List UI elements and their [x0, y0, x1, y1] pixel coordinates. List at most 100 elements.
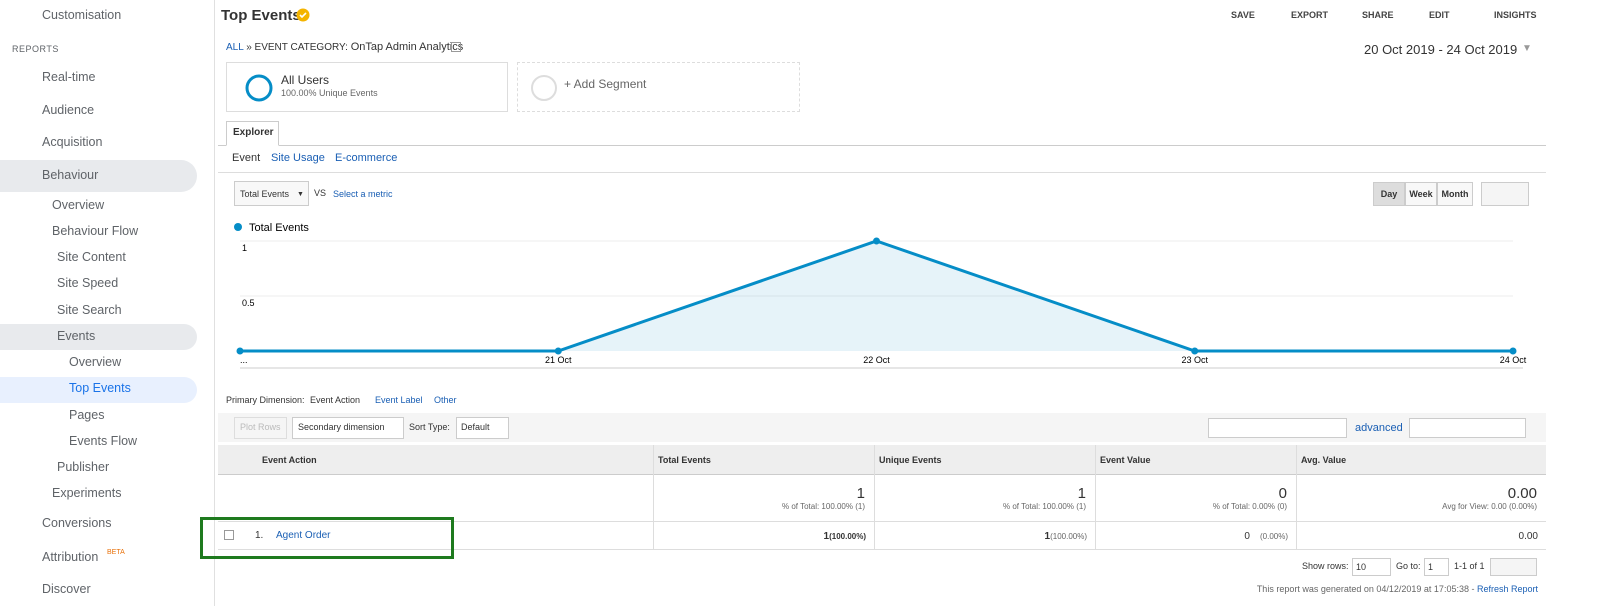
nav-item[interactable]: Experiments — [52, 486, 122, 500]
nav-item[interactable]: Discover — [42, 582, 91, 596]
nav-item[interactable]: Behaviour Flow — [52, 224, 139, 238]
totals-row — [218, 475, 1546, 522]
nav-item[interactable]: Customisation — [42, 8, 122, 22]
action-button[interactable]: EXPORT — [1291, 10, 1329, 20]
granularity-button[interactable] — [1437, 182, 1473, 206]
search[interactable] — [1208, 418, 1347, 438]
sidebar — [0, 0, 215, 606]
metric-select[interactable] — [234, 181, 309, 206]
x-tick-label: 23 Oct — [1181, 355, 1208, 365]
subtab[interactable]: Event — [232, 152, 261, 164]
divider — [218, 172, 1546, 173]
total-value: 0.00 — [1507, 485, 1537, 502]
view-buttons[interactable] — [1409, 418, 1526, 438]
divider — [218, 145, 1546, 146]
granularity-label: Month — [1441, 189, 1469, 199]
nav-item[interactable]: Audience — [42, 103, 95, 117]
plot-rows: Plot Rows — [240, 422, 281, 432]
subtab[interactable]: Site Usage — [271, 152, 325, 164]
show-rows-label: Show rows: — [1302, 561, 1349, 571]
caret: ▼ — [1522, 43, 1532, 54]
nav-item[interactable]: Events Flow — [69, 434, 138, 448]
breadcrumb-label: EVENT CATEGORY: — [254, 42, 348, 53]
pager[interactable] — [1490, 558, 1537, 576]
legend-label: Total Events — [249, 222, 309, 234]
point — [554, 347, 562, 355]
cell-percent: (0.00%) — [1259, 532, 1288, 541]
verified-icon — [296, 8, 310, 22]
granularity-label: Week — [1409, 189, 1433, 199]
breadcrumb-link[interactable]: ALL — [226, 42, 244, 53]
chart-type-buttons[interactable] — [1481, 182, 1529, 206]
checkbox[interactable] — [224, 530, 234, 540]
y-tick-label: 0.5 — [242, 298, 255, 308]
column-header[interactable]: Event Action — [262, 455, 317, 465]
cell-value: 1 — [1044, 531, 1051, 542]
dimension-option[interactable]: Event Label — [375, 395, 423, 405]
refresh-link[interactable]: Refresh Report — [1476, 584, 1538, 594]
sort-value: Default — [461, 422, 490, 432]
nav-item[interactable]: Site Speed — [57, 276, 119, 290]
action-button[interactable]: EDIT — [1429, 10, 1450, 20]
date-range[interactable]: 20 Oct 2019 - 24 Oct 2019 — [1364, 42, 1518, 57]
point — [1191, 347, 1199, 355]
add-segment-label: + Add Segment — [564, 77, 647, 91]
select[interactable] — [1352, 558, 1391, 576]
cell: 1(100.00%) — [874, 532, 1087, 542]
nav-item[interactable]: Conversions — [42, 516, 112, 530]
nav-item[interactable]: Acquisition — [42, 135, 103, 149]
nav-item[interactable]: Real-time — [42, 70, 96, 84]
column-header[interactable]: Total Events — [658, 455, 711, 465]
select[interactable] — [456, 417, 509, 439]
dimension-option[interactable]: Other — [434, 395, 457, 405]
tab-label: Explorer — [233, 127, 274, 138]
sort-label: Sort Type: — [409, 422, 450, 432]
segment-name: All Users — [281, 73, 330, 87]
nav-item[interactable]: Attribution — [42, 550, 99, 564]
column-header[interactable]: Event Value — [1100, 455, 1151, 465]
total-value: 1 — [1077, 485, 1086, 502]
x-tick-label: 22 Oct — [863, 355, 890, 365]
select-metric[interactable]: Select a metric — [333, 189, 393, 199]
nav-item[interactable]: Site Content — [57, 250, 126, 264]
advanced-link[interactable]: advanced — [1355, 422, 1403, 434]
granularity-button[interactable] — [1405, 182, 1437, 206]
nav-item[interactable]: Overview — [52, 198, 105, 212]
nav-item[interactable]: Publisher — [57, 460, 110, 474]
total-value: 0 — [1278, 485, 1287, 502]
point — [236, 347, 244, 355]
secondary-dimension: Secondary dimension — [298, 422, 385, 432]
cell: 0 (0.00%) — [1095, 532, 1288, 542]
segment[interactable] — [226, 62, 508, 112]
input[interactable] — [1424, 558, 1449, 576]
generated-note: This report was generated on 04/12/2019 … — [1256, 584, 1477, 594]
nav-item[interactable]: Top Events — [69, 381, 131, 395]
column-header[interactable]: Unique Events — [879, 455, 942, 465]
nav-item[interactable]: Site Search — [57, 303, 122, 317]
dropdown[interactable] — [451, 42, 461, 52]
action-button[interactable]: SAVE — [1231, 10, 1255, 20]
action-button[interactable]: INSIGHTS — [1494, 10, 1537, 20]
breadcrumb-value: OnTap Admin Analytics — [350, 41, 464, 53]
nav-item[interactable]: Events — [57, 329, 96, 343]
cell: 1(100.00%) — [653, 532, 866, 542]
section-label: REPORTS — [12, 44, 59, 54]
granularity-button[interactable] — [1373, 182, 1405, 206]
select[interactable] — [292, 417, 404, 439]
action-button[interactable]: SHARE — [1362, 10, 1394, 20]
add-segment[interactable] — [517, 62, 800, 112]
data-row — [218, 522, 1546, 550]
row-name[interactable]: Agent Order — [276, 530, 331, 541]
tab[interactable] — [226, 121, 279, 146]
column-header[interactable]: Avg. Value — [1301, 455, 1347, 465]
subtab[interactable]: E-commerce — [335, 152, 398, 164]
column-divider — [653, 445, 654, 550]
nav-item[interactable]: Pages — [69, 408, 105, 422]
dimension-option[interactable]: Event Action — [310, 395, 361, 405]
nav-item[interactable]: Overview — [69, 355, 122, 369]
nav-item[interactable]: Behaviour — [42, 168, 99, 182]
chart: Total Events 0.5 1... 21 Oct 22 Oct 23 Oct 24… — [234, 222, 1527, 369]
total-detail: % of Total: 100.00% (1) — [1002, 502, 1086, 511]
total-value: 1 — [856, 485, 865, 502]
